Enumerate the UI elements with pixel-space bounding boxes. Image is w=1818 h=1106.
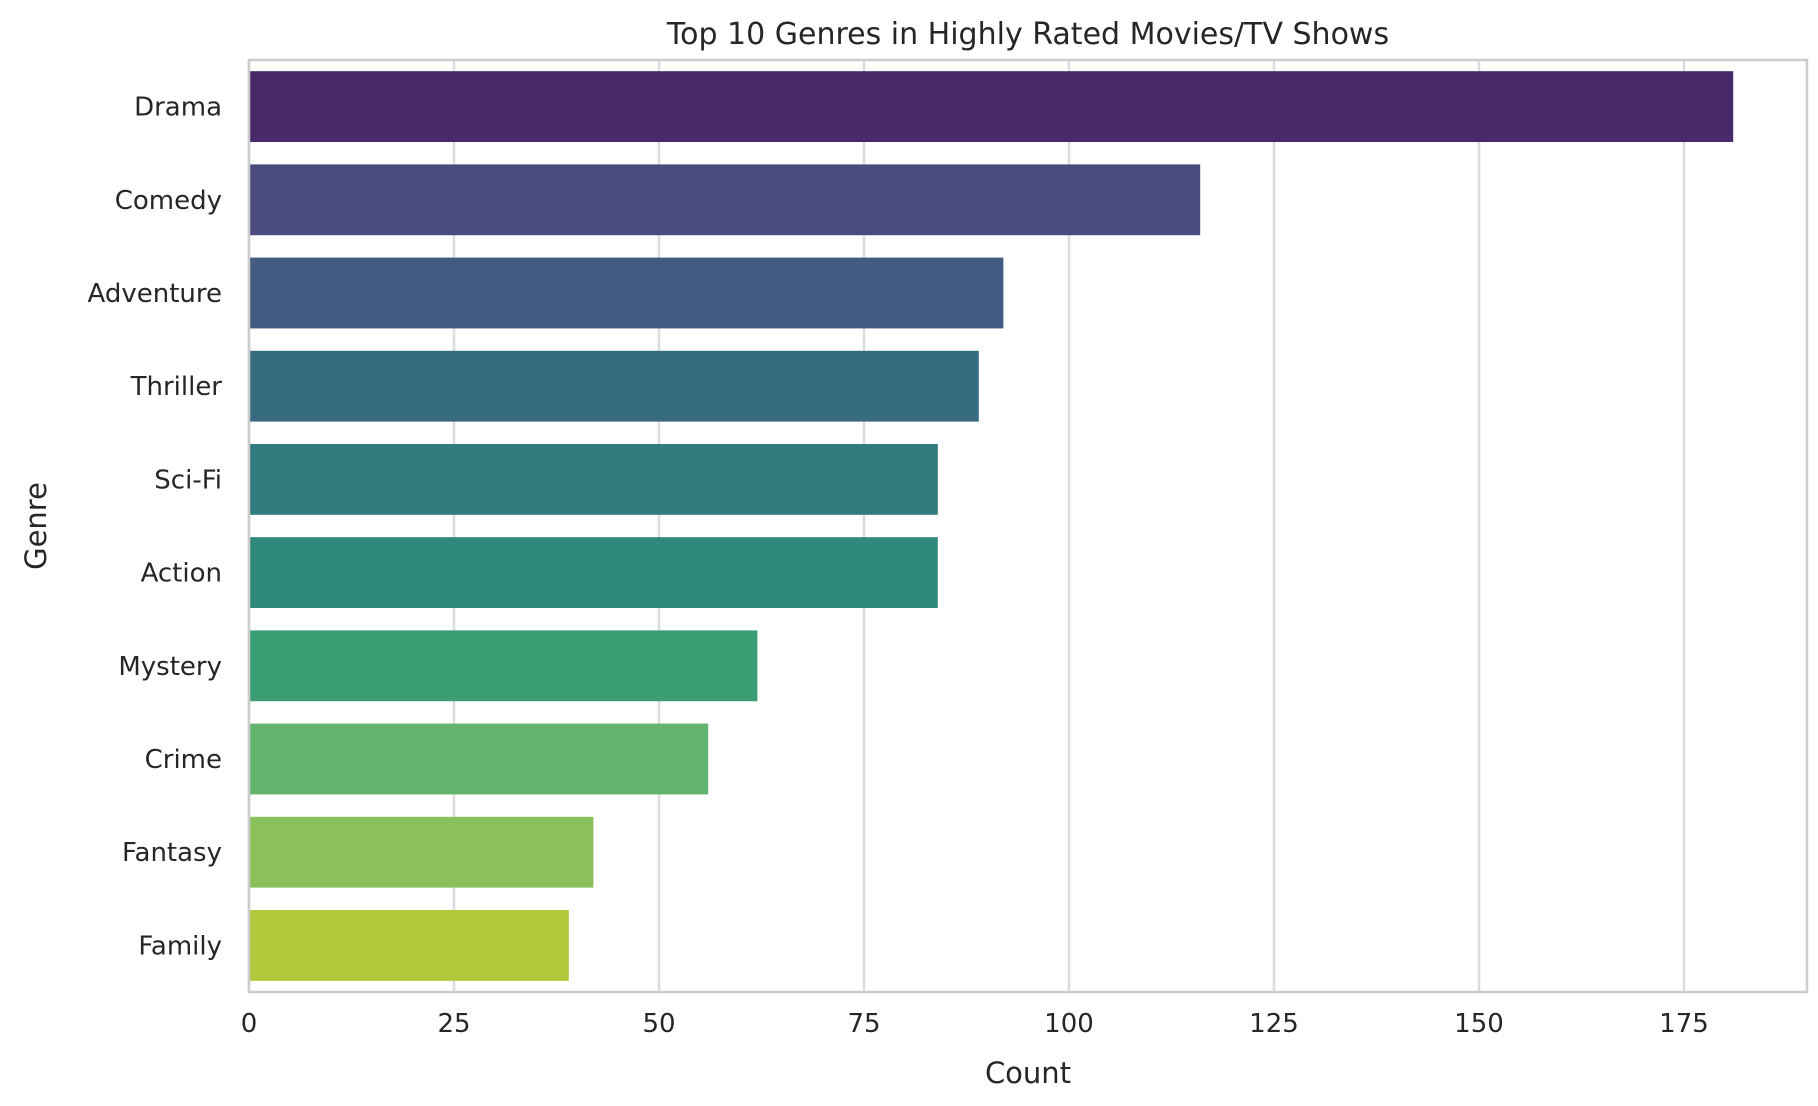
x-tick-label-125: 125 [1249,1009,1299,1039]
y-tick-label-thriller: Thriller [130,372,223,402]
x-tick-label-175: 175 [1659,1009,1709,1039]
bar-sci-fi [249,443,938,515]
x-tick-label-50: 50 [642,1009,675,1039]
x-tick-labels: 0 25 50 75 100 125 150 175 [241,1009,1709,1039]
bar-fantasy [249,816,594,888]
x-axis-label: Count [985,1056,1071,1090]
y-axis-label: Genre [19,482,53,570]
y-tick-label-fantasy: Fantasy [122,838,222,868]
y-tick-label-drama: Drama [134,93,222,123]
bar-adventure [249,257,1004,329]
y-tick-label-crime: Crime [145,745,222,775]
bar-action [249,537,938,609]
y-tick-label-sci-fi: Sci-Fi [154,465,222,495]
bar-mystery [249,630,758,702]
x-tick-label-25: 25 [437,1009,470,1039]
y-tick-label-comedy: Comedy [115,186,222,216]
y-tick-label-mystery: Mystery [118,652,222,682]
bar-comedy [249,164,1201,236]
y-tick-label-adventure: Adventure [88,279,222,309]
y-tick-label-action: Action [141,559,222,589]
x-tick-label-75: 75 [847,1009,880,1039]
x-tick-label-100: 100 [1044,1009,1094,1039]
bars [249,71,1734,981]
plot-frame [247,58,1809,994]
chart-title: Top 10 Genres in Highly Rated Movies/TV … [666,17,1389,52]
y-tick-label-family: Family [138,931,222,961]
bar-drama [249,71,1734,143]
bar-crime [249,723,709,795]
x-tick-label-150: 150 [1454,1009,1504,1039]
y-tick-labels: Drama Comedy Adventure Thriller Sci-Fi Action… [88,93,223,962]
bar-family [249,909,569,981]
x-tick-label-0: 0 [241,1009,258,1039]
bar-thriller [249,350,979,422]
